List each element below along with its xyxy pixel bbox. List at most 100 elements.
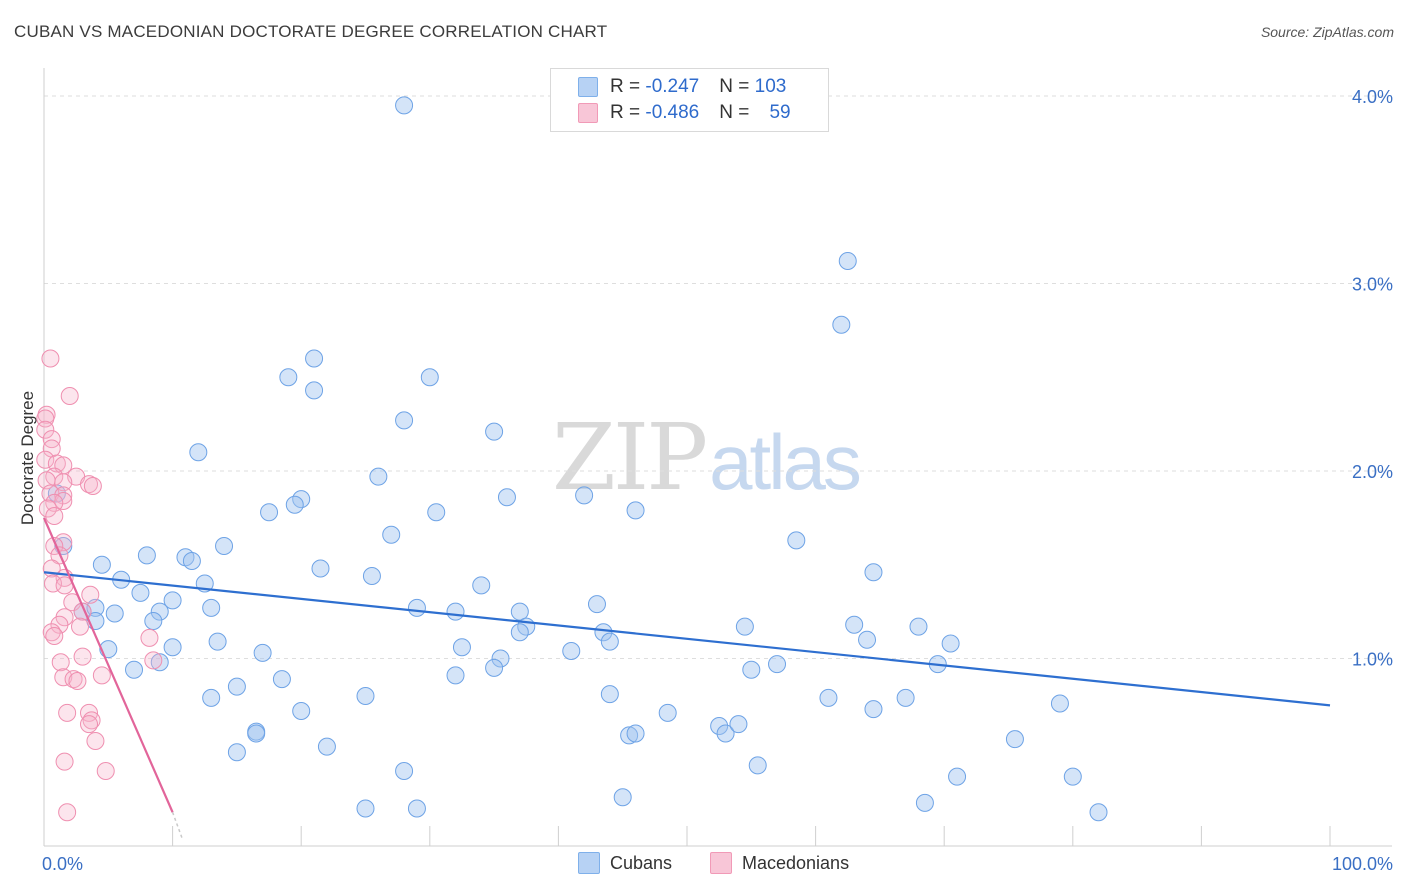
cuban-point: [227, 743, 246, 762]
cuban-point: [407, 799, 426, 818]
cuban-point: [227, 677, 246, 696]
watermark-zip: ZIP: [552, 404, 708, 511]
cuban-point: [600, 632, 619, 651]
macedonian-point: [68, 672, 87, 690]
cuban-point: [626, 501, 645, 520]
cuban-point: [305, 349, 324, 368]
chart-title: CUBAN VS MACEDONIAN DOCTORATE DEGREE COR…: [14, 22, 608, 41]
macedonian-point: [140, 628, 159, 647]
macedonian-point: [58, 703, 77, 722]
cuban-point: [163, 591, 182, 610]
macedonian-point: [51, 653, 70, 672]
legend-n-label: N =: [719, 76, 755, 97]
cuban-point: [395, 96, 414, 115]
macedonian-point: [55, 752, 74, 771]
macedonian-point: [45, 507, 64, 525]
cuban-point: [941, 634, 960, 653]
cuban-trend-line: [43, 571, 1331, 707]
cuban-point: [562, 642, 581, 660]
macedonian-point: [42, 430, 61, 449]
cuban-point: [729, 715, 748, 734]
cuban-point: [896, 688, 915, 707]
macedonian-point: [36, 450, 55, 469]
cuban-point: [382, 525, 401, 544]
cuban-point: [144, 612, 163, 630]
macedonian-point: [83, 477, 102, 495]
cuban-point: [92, 555, 111, 574]
cuban-point: [311, 559, 330, 578]
cuban-point: [292, 702, 311, 720]
cuban-point: [356, 799, 375, 818]
cuban-point: [150, 602, 169, 621]
cuban-point: [279, 368, 298, 387]
legend-n-label: N =: [719, 102, 755, 123]
legend-r-label: R =: [610, 76, 646, 97]
y-tick-label: 4.0%: [1352, 87, 1393, 107]
cuban-point: [215, 537, 234, 555]
cuban-point: [369, 467, 388, 486]
cuban-point: [446, 666, 465, 685]
trend-lines: [42, 517, 1331, 841]
cuban-point: [253, 643, 272, 662]
macedonian-point: [73, 647, 92, 666]
cuban-point: [485, 422, 504, 441]
cuban-point: [285, 495, 304, 514]
cuban-point: [510, 602, 529, 621]
cuban-point: [137, 546, 156, 565]
cuban-point: [362, 567, 381, 585]
cuban-point: [864, 700, 883, 719]
macedonian-point: [86, 732, 105, 750]
series-swatch-macedonians: [710, 852, 732, 874]
series-legend-macedonians[interactable]: Macedonians: [710, 852, 849, 874]
cuban-point: [202, 598, 221, 617]
legend-n-value-macedonians: 59: [769, 102, 791, 123]
macedonian-point: [44, 574, 63, 593]
macedonian-point: [54, 486, 73, 505]
cuban-point: [594, 623, 613, 642]
legend-r-value-cubans: -0.247: [645, 76, 700, 97]
cuban-point: [208, 632, 227, 651]
macedonian-point: [80, 715, 99, 734]
cuban-point: [163, 638, 182, 657]
cuban-point: [510, 623, 529, 642]
cuban-point: [909, 617, 928, 636]
cuban-point: [105, 604, 124, 623]
cuban-point: [600, 685, 619, 704]
cuban-point: [407, 598, 426, 617]
macedonian-point: [41, 349, 60, 368]
y-tick-label: 1.0%: [1352, 650, 1393, 670]
cuban-point: [485, 658, 504, 677]
data-points: [36, 96, 1108, 822]
cuban-point: [272, 670, 291, 689]
y-axis-title: Doctorate Degree: [18, 391, 37, 525]
cuban-point: [710, 717, 729, 735]
y-tick-label: 2.0%: [1352, 462, 1393, 482]
cuban-point: [150, 653, 169, 672]
cuban-point: [427, 503, 446, 522]
macedonian-point: [38, 499, 57, 518]
macedonian-point: [45, 627, 64, 645]
macedonian-point: [58, 803, 77, 822]
cuban-point: [356, 687, 375, 705]
macedonian-point: [47, 454, 66, 473]
series-label-macedonians: Macedonians: [742, 852, 850, 873]
series-label-cubans: Cubans: [610, 852, 673, 873]
legend-n-value-cubans: 103: [754, 76, 787, 97]
cuban-point: [491, 649, 510, 668]
cuban-point: [787, 531, 806, 550]
cuban-point: [658, 703, 677, 722]
series-legend-cubans[interactable]: Cubans: [578, 852, 672, 874]
cuban-point: [497, 488, 516, 507]
cuban-point: [1089, 803, 1108, 822]
cuban-point: [626, 724, 645, 743]
cuban-point: [575, 486, 594, 505]
cuban-point: [317, 737, 336, 756]
watermark: ZIPatlas: [552, 404, 862, 511]
x-tick-label: 0.0%: [42, 854, 83, 874]
cuban-point: [948, 767, 967, 786]
cuban-point: [446, 602, 465, 621]
cuban-point: [395, 762, 414, 780]
macedonian-point: [96, 762, 115, 780]
cuban-point: [832, 315, 851, 334]
